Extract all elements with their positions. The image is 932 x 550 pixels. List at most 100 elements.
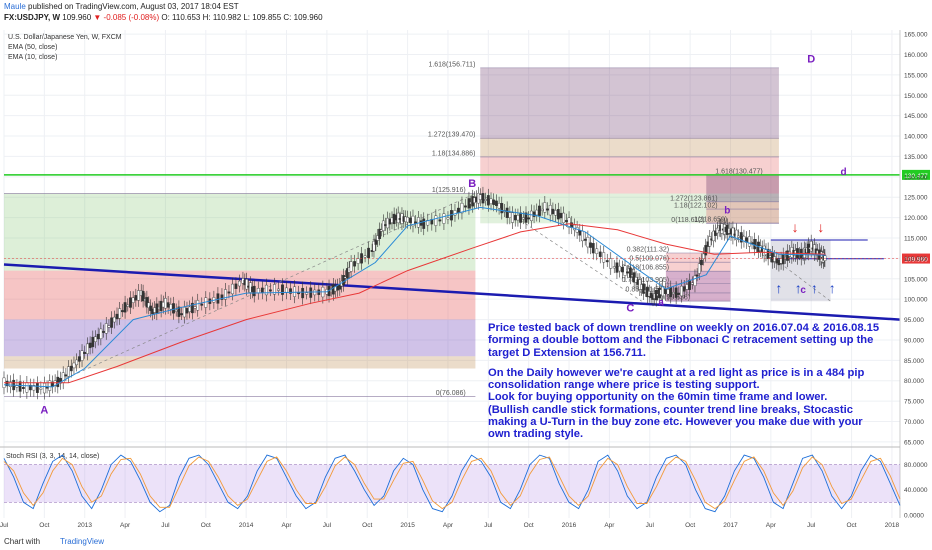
fib-zone (706, 174, 779, 202)
candle-body (180, 313, 183, 316)
candle-body (527, 217, 531, 220)
candle-body (739, 232, 743, 243)
candle-body (75, 359, 79, 366)
candle-body (182, 306, 186, 318)
note-p4: (Bullish candle stick formations, counte… (488, 403, 863, 441)
candle-body (494, 200, 498, 206)
candle-body (685, 284, 689, 290)
time-axis-tick: 2013 (77, 522, 92, 529)
candle-body (396, 212, 400, 224)
time-axis-tick: Apr (120, 522, 131, 529)
candle-body (697, 263, 701, 274)
candle-body (224, 289, 227, 300)
candle-body (137, 290, 140, 301)
candle-body (86, 343, 89, 354)
candle-body (15, 385, 19, 388)
candle-body (484, 199, 488, 201)
candle-body (505, 207, 509, 218)
candle-body (623, 265, 627, 276)
candle-body (556, 209, 560, 220)
fib-level-label: 0(99.536) (660, 295, 690, 302)
last-price-tag (902, 253, 930, 264)
time-axis-tick: Oct (847, 522, 857, 529)
wave-label-C: C (626, 302, 634, 314)
stoch-axis-tick: 40.0000 (904, 487, 928, 494)
candle-body (464, 205, 467, 208)
candle-body (524, 212, 528, 223)
candle-body (231, 283, 234, 295)
candle-body (91, 336, 95, 348)
candle-body (747, 236, 751, 247)
candle-body (661, 285, 665, 297)
candle-body (753, 239, 757, 250)
tradingview-logo[interactable]: TradingView (60, 537, 105, 546)
author-link[interactable]: Maule (4, 2, 26, 11)
candle-body (115, 313, 119, 320)
last-price-label: 109.960 (904, 257, 928, 264)
candle-body (626, 271, 630, 274)
candle-body (77, 356, 81, 362)
candle-body (42, 382, 46, 394)
fib-level-label: 1.272(139.470) (428, 132, 475, 139)
candle-body (529, 210, 533, 222)
candle-body (80, 350, 84, 361)
candle-body (64, 374, 68, 377)
candle-body (28, 384, 32, 391)
candle-body (349, 261, 353, 272)
price-axis-tick: 70.000 (904, 419, 924, 426)
candle-body (268, 289, 272, 292)
candle-body (353, 261, 356, 267)
publish-info: published on TradingView.com, August 03,… (28, 2, 239, 11)
time-axis-tick: 2018 (885, 522, 900, 529)
candle-body (618, 265, 622, 272)
candle-body (538, 205, 541, 216)
note-p1: Price tested back of down trendline on w… (488, 322, 880, 359)
candle-body (615, 262, 619, 273)
wave-ab-dashed (44, 193, 476, 389)
candle-body (666, 289, 670, 295)
candle-body (260, 287, 264, 293)
stoch-title: Stoch RSI (3, 3, 14, 14, close) (6, 453, 99, 460)
note-p2: On the Daily however we're caught at a r… (488, 366, 865, 392)
candle-body (700, 259, 703, 266)
candle-body (102, 330, 105, 333)
price-axis-tick: 115.000 (904, 236, 927, 243)
candle-body (289, 288, 292, 294)
fib-zone (480, 138, 779, 157)
candle-body (735, 229, 739, 241)
candle-body (345, 268, 349, 279)
candle-body (564, 220, 568, 223)
fib-level-label: 0(118.612) (671, 217, 704, 224)
price-axis-tick: 135.000 (904, 154, 928, 161)
candle-body (567, 217, 571, 228)
time-axis-tick: 2014 (239, 522, 254, 529)
symbol-line: FX:USDJPY, W 109.960 ▼ -0.085 (-0.08%) O… (4, 13, 323, 22)
footer: Chart with TradingView (0, 533, 932, 550)
wave-label-d: d (840, 167, 846, 178)
fib-zone (4, 356, 476, 369)
wave-label-b: b (724, 206, 730, 217)
candle-body (112, 316, 116, 323)
fib-level-label: 1.618(130.477) (715, 168, 762, 175)
footer-chart-with: Chart with (4, 537, 41, 546)
candle-body (642, 283, 645, 294)
candle-body (356, 258, 360, 264)
candle-body (715, 227, 719, 234)
time-axis-tick: Jul (646, 522, 655, 529)
price-axis-tick: 165.000 (904, 32, 928, 39)
candle-body (110, 317, 114, 328)
candle-body (107, 325, 111, 328)
candle-body (172, 303, 175, 314)
red-down-arrow: ↓ (817, 219, 824, 235)
candle-body (481, 193, 485, 204)
candle-body (559, 212, 563, 219)
stoch-axis-tick: 0.0000 (904, 512, 924, 519)
candle-body (305, 292, 309, 295)
candle-body (252, 285, 256, 297)
fib-zone (4, 319, 476, 357)
candle-body (589, 242, 592, 248)
fib-level-label: 1(118.659) (694, 217, 727, 224)
candle-body (131, 297, 135, 303)
candle-body (548, 205, 552, 216)
